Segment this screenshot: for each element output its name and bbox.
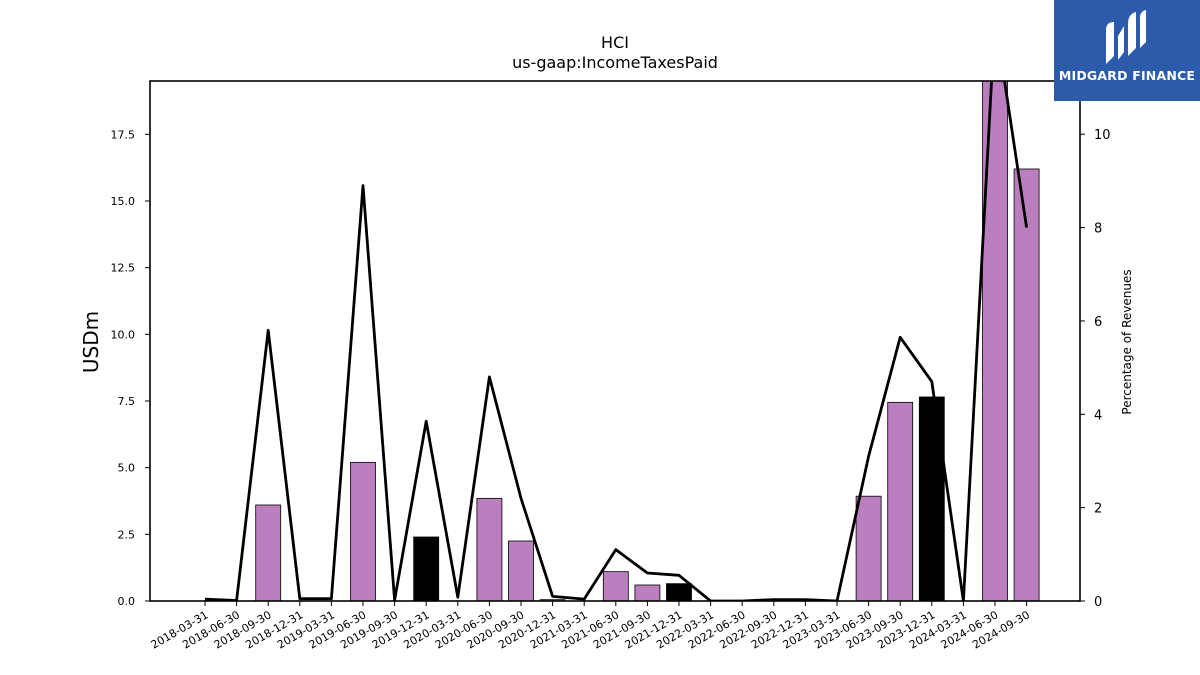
chart-subtitle: us-gaap:IncomeTaxesPaid: [512, 53, 718, 72]
y-right-tick-label: 0: [1094, 595, 1102, 610]
y-left-tick-label: 17.5: [111, 128, 136, 141]
midgard-finance-logo: MIDGARD FINANCE: [1054, 0, 1200, 101]
y-left-tick-label: 0.0: [118, 595, 136, 608]
bar: [1013, 168, 1040, 601]
bar: [602, 571, 629, 601]
y-right-tick-label: 10: [1094, 128, 1111, 143]
bar: [255, 504, 282, 601]
logo-mark-icon: [1106, 10, 1146, 64]
bar: [855, 495, 882, 601]
y-right-tick-label: 6: [1094, 315, 1102, 330]
y-left-tick-label: 5.0: [118, 462, 136, 475]
y-left-tick-label: 15.0: [111, 195, 136, 208]
bar: [887, 401, 914, 601]
y-left-tick-label: 2.5: [118, 528, 136, 541]
y-right-tick-label: 4: [1094, 408, 1102, 423]
logo-text: MIDGARD FINANCE: [1058, 68, 1196, 83]
bar: [413, 536, 440, 601]
bars-layer: [255, 81, 1040, 601]
bar: [350, 461, 376, 601]
line-layer: [204, 81, 1028, 601]
bar: [508, 540, 534, 601]
bar: [634, 584, 661, 601]
chart-title: HCI: [601, 33, 629, 52]
y-left-tick-label: 12.5: [111, 262, 136, 275]
y-axis-left-label: USDm: [79, 311, 103, 373]
bar: [476, 497, 503, 601]
bar: [918, 396, 945, 601]
y-right-tick-label: 2: [1094, 502, 1102, 517]
bar: [666, 583, 692, 601]
plot-frame: [149, 80, 1081, 602]
y-left-tick-label: 7.5: [118, 395, 136, 408]
line-series: [204, 81, 1028, 601]
y-axis-right-label: Percentage of Revenues: [1120, 269, 1134, 414]
y-left-tick-label: 10.0: [111, 328, 136, 341]
y-right-tick-label: 8: [1094, 222, 1102, 237]
